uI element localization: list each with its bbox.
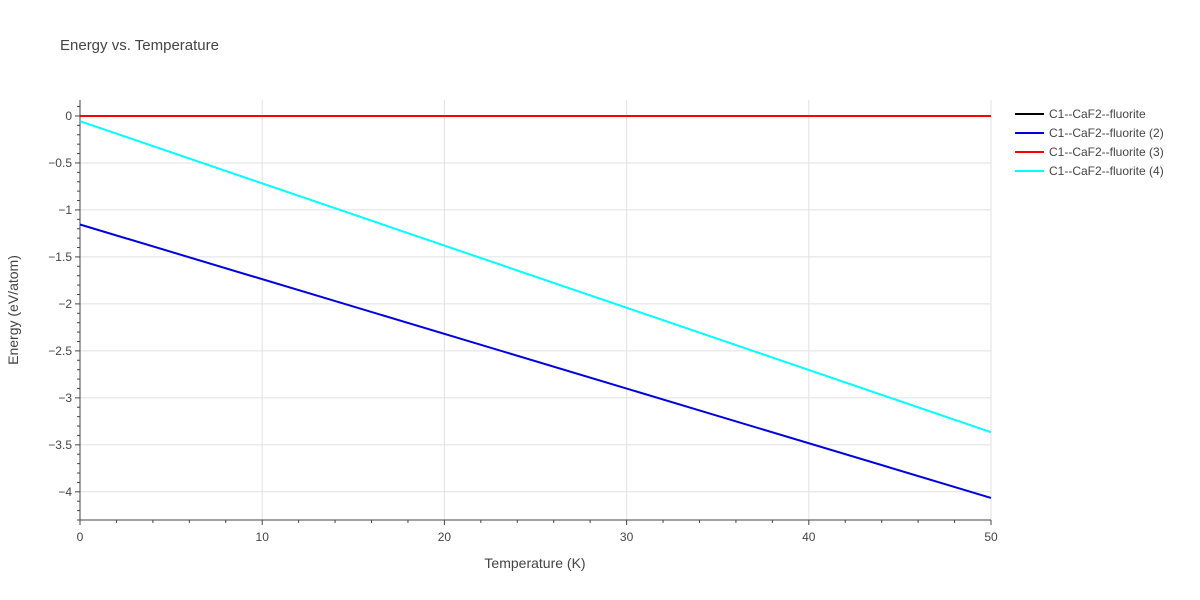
legend[interactable]: C1--CaF2--fluorite C1--CaF2--fluorite (2)… xyxy=(1015,107,1164,178)
y-tick-label: 0 xyxy=(65,109,72,123)
x-tick-label: 40 xyxy=(802,530,816,544)
x-tick-label: 20 xyxy=(438,530,452,544)
legend-label: C1--CaF2--fluorite (2) xyxy=(1049,126,1164,140)
legend-item-4[interactable]: C1--CaF2--fluorite (4) xyxy=(1015,164,1164,178)
y-tick-label: −1.5 xyxy=(48,250,72,264)
series-line-2[interactable] xyxy=(79,223,992,499)
chart-title: Energy vs. Temperature xyxy=(60,37,219,54)
y-tick-label: −0.5 xyxy=(48,156,72,170)
x-axis-title: Temperature (K) xyxy=(484,555,585,571)
plot-area[interactable] xyxy=(79,114,992,499)
y-tick-label: −2 xyxy=(58,297,72,311)
axes: 0 10 20 30 40 50 0 −0.5 −1 −1.5 −2 −2.5 −3 −3.5 −4 xyxy=(48,100,998,544)
x-tick-label: 10 xyxy=(256,530,270,544)
y-tick-label: −2.5 xyxy=(48,344,72,358)
legend-item-1[interactable]: C1--CaF2--fluorite xyxy=(1015,107,1146,121)
legend-label: C1--CaF2--fluorite xyxy=(1049,107,1146,121)
y-tick-label: −4 xyxy=(58,485,72,499)
x-tick-label: 30 xyxy=(620,530,634,544)
legend-label: C1--CaF2--fluorite (4) xyxy=(1049,164,1164,178)
x-tick-label: 0 xyxy=(77,530,84,544)
y-axis-title: Energy (eV/atom) xyxy=(5,255,21,365)
x-tick-label: 50 xyxy=(984,530,998,544)
y-tick-label: −1 xyxy=(58,203,72,217)
y-tick-label: −3.5 xyxy=(48,438,72,452)
legend-item-2[interactable]: C1--CaF2--fluorite (2) xyxy=(1015,126,1164,140)
series-line-4[interactable] xyxy=(79,120,992,434)
legend-item-3[interactable]: C1--CaF2--fluorite (3) xyxy=(1015,145,1164,159)
legend-label: C1--CaF2--fluorite (3) xyxy=(1049,145,1164,159)
y-tick-label: −3 xyxy=(58,391,72,405)
